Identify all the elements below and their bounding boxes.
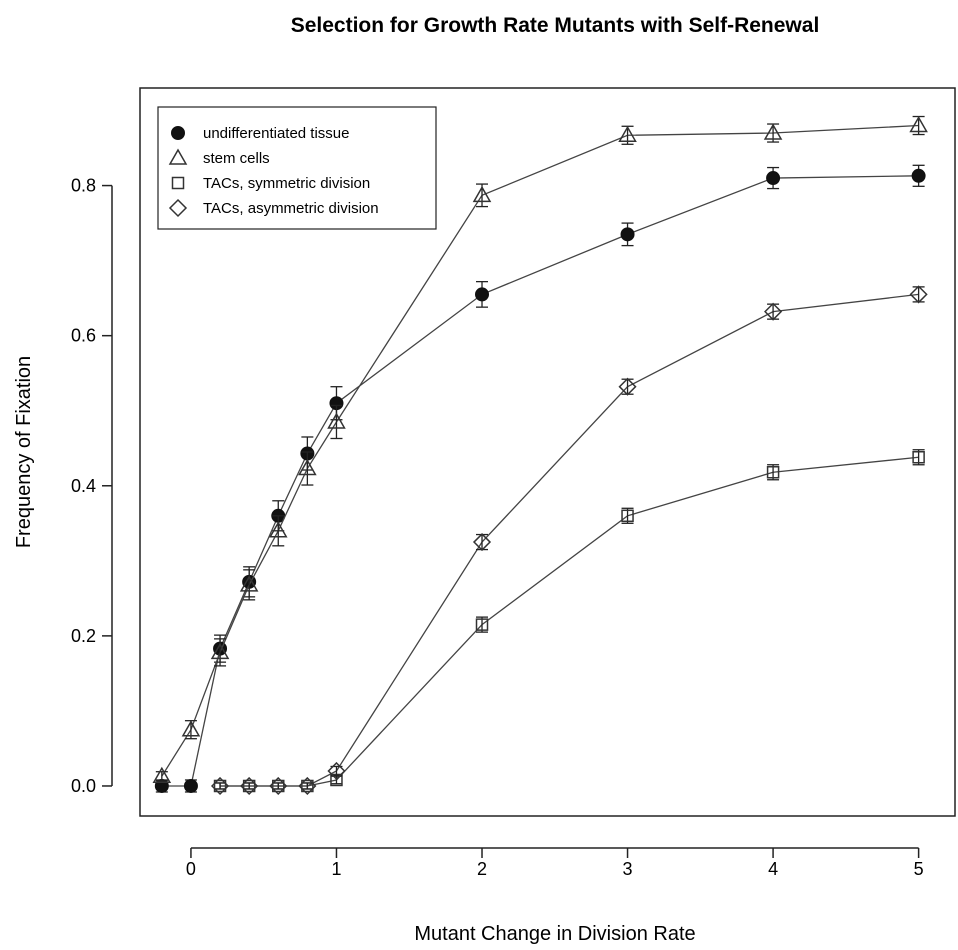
series-line: [161, 175, 919, 787]
data-point: [210, 642, 230, 660]
data-point: [764, 302, 783, 321]
data-point: [327, 412, 346, 429]
plot-area-frame: [139, 87, 956, 817]
x-tick-label: 4: [768, 859, 778, 879]
legend-symbol: [171, 126, 185, 140]
data-point: [327, 761, 346, 781]
series-line: [220, 456, 919, 787]
legend-entry: TACs, symmetric division: [203, 175, 370, 192]
data-point: [618, 377, 637, 396]
legend-box: [157, 106, 437, 230]
x-tick-label: 2: [477, 859, 487, 879]
data-point: [298, 458, 317, 476]
data-point: [268, 521, 288, 538]
y-tick-label: 0.8: [71, 176, 96, 196]
data-point: [620, 227, 635, 242]
data-series: [152, 115, 928, 796]
data-point: [766, 171, 781, 186]
legend-symbol: [168, 148, 188, 165]
data-point: [240, 776, 259, 796]
data-point: [183, 778, 198, 793]
y-axis-label: Frequency of Fixation: [13, 356, 35, 548]
data-point: [154, 778, 169, 793]
data-point: [210, 776, 230, 796]
x-tick-label: 0: [186, 859, 196, 879]
x-axis-label: Mutant Change in Division Rate: [414, 923, 695, 945]
data-point: [909, 285, 928, 304]
legend: undifferentiated tissue stem cells TACs, s…: [157, 106, 437, 230]
data-point: [472, 185, 492, 203]
chart-title: Selection for Growth Rate Mutants with S…: [291, 14, 820, 37]
series-open-square: [213, 449, 925, 793]
x-tick-label: 5: [914, 859, 924, 879]
legend-symbol: [168, 198, 188, 218]
x-tick-label: 1: [331, 859, 341, 879]
y-tick-label: 0.6: [71, 326, 96, 346]
data-point: [472, 533, 492, 552]
y-tick-label: 0.4: [71, 476, 96, 496]
data-point: [621, 509, 634, 523]
data-point: [911, 168, 926, 183]
data-point: [766, 466, 780, 479]
legend-symbol: [171, 176, 185, 190]
axes: 0 1 2 3 4 5 0.0 0.2 0.4 0.6 0.8: [71, 176, 924, 879]
series-line: [220, 293, 919, 787]
data-point: [152, 766, 172, 783]
series-open-diamond: [210, 285, 928, 796]
data-point: [298, 776, 317, 796]
data-point: [618, 125, 637, 143]
series-open-triangle: [152, 115, 928, 783]
data-point: [475, 287, 490, 302]
legend-entry: stem cells: [203, 150, 270, 167]
data-point: [239, 575, 259, 592]
data-point: [181, 720, 201, 737]
x-tick-label: 3: [623, 859, 633, 879]
data-point: [912, 451, 925, 464]
data-point: [269, 776, 288, 796]
series-filled-circle: [154, 164, 926, 793]
legend-entry: TACs, asymmetric division: [203, 200, 379, 217]
y-tick-label: 0.0: [71, 776, 96, 796]
data-point: [909, 116, 928, 133]
data-point: [763, 123, 783, 140]
legend-entry: undifferentiated tissue: [203, 125, 350, 142]
data-point: [475, 618, 489, 631]
y-tick-label: 0.2: [71, 626, 96, 646]
